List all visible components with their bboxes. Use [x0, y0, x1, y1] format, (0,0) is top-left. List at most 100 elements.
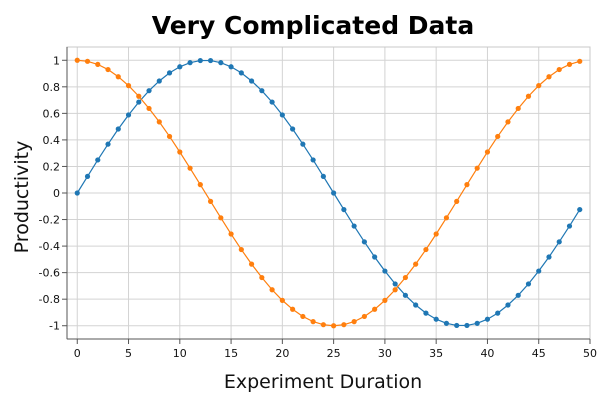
- series-2-point: [279, 297, 285, 303]
- y-tick-label: 0.6: [43, 107, 61, 120]
- series-2-point: [351, 319, 357, 325]
- series-1-point: [187, 60, 193, 66]
- series-1-point: [495, 310, 501, 316]
- series-1-point: [454, 322, 460, 329]
- x-tick-label: 15: [224, 347, 238, 360]
- x-tick-label: 10: [173, 347, 187, 360]
- series-2-point: [84, 58, 91, 64]
- x-tick-label: 0: [74, 347, 81, 360]
- x-tick-label: 50: [583, 347, 597, 360]
- y-tick-label: -0.8: [39, 293, 60, 306]
- y-tick-label: 1: [53, 54, 60, 67]
- series-2-point: [546, 74, 552, 80]
- series-2-point: [248, 261, 255, 267]
- series-1-point: [515, 292, 521, 298]
- x-tick-label: 45: [532, 347, 546, 360]
- axes-layer: 0 5 10 15 20 25 30 35 40 45 50 1 0.8 0.6 0.4 0.2 0 -0.2 -0…: [39, 47, 597, 360]
- series-1-point: [115, 126, 121, 132]
- series-2-point: [125, 83, 132, 89]
- series-1-point: [577, 206, 583, 213]
- y-tick-label: 0.4: [43, 134, 61, 147]
- series-2-point: [269, 287, 275, 293]
- series-2-point: [259, 274, 265, 281]
- series-1-point: [423, 310, 429, 316]
- series-1-point: [566, 223, 573, 229]
- series-1-point: [269, 99, 275, 105]
- chart-title: Very Complicated Data: [152, 11, 475, 40]
- series-2-point: [464, 182, 470, 188]
- series-2-point: [300, 313, 306, 320]
- series-2-point: [413, 261, 419, 267]
- series-1-point: [156, 78, 162, 84]
- series-2-point: [218, 215, 224, 221]
- series-2-point: [556, 66, 562, 73]
- series-1-point: [84, 173, 91, 180]
- series-2-point: [515, 105, 521, 112]
- series-2-line: [77, 59, 580, 327]
- series-1-point: [331, 190, 337, 196]
- series-2-point: [433, 231, 439, 237]
- series-1-point: [382, 268, 388, 274]
- series-2-point: [166, 133, 173, 140]
- series-2-point: [95, 61, 101, 67]
- series-1-point: [228, 64, 234, 70]
- series-1-point: [207, 57, 214, 64]
- series-1-point: [238, 70, 244, 76]
- series-1-point: [351, 223, 357, 229]
- series-1-point: [218, 60, 224, 66]
- series-2-point: [115, 74, 121, 80]
- series-2-point: [331, 323, 337, 329]
- series-1-point: [290, 126, 296, 132]
- y-tick-label: 0.2: [43, 160, 61, 173]
- series-2-point: [238, 246, 244, 253]
- series-2-point: [187, 165, 193, 171]
- series-1-point: [443, 320, 450, 326]
- y-tick-label: 0.8: [43, 81, 61, 94]
- series-1-point: [372, 254, 378, 260]
- series-1-point: [536, 268, 542, 274]
- series-2-point: [484, 149, 491, 155]
- series-2-point: [525, 93, 532, 99]
- series-1-point: [300, 141, 306, 147]
- series-2-point: [146, 105, 152, 112]
- x-tick-label: 30: [378, 347, 392, 360]
- series-2-point: [392, 287, 398, 293]
- series-1-point: [279, 112, 285, 118]
- series-2-point: [474, 165, 480, 171]
- series-1-point: [556, 239, 562, 245]
- series-2-point: [320, 322, 326, 328]
- series-1-point: [166, 70, 173, 76]
- series-2-point: [105, 66, 111, 73]
- series-1-point: [259, 88, 265, 94]
- y-tick-label: -0.6: [39, 267, 60, 280]
- x-tick-label: 20: [275, 347, 289, 360]
- series-1-point: [74, 190, 80, 196]
- series-2-point: [207, 198, 214, 204]
- series-1-point: [177, 64, 183, 70]
- series-1-point: [136, 99, 142, 105]
- series-1-point: [310, 157, 316, 163]
- series-1-point: [484, 316, 491, 322]
- y-tick-label: -1: [49, 320, 60, 333]
- series-layer: [74, 57, 583, 329]
- x-tick-label: 35: [429, 347, 443, 360]
- series-1-point: [105, 141, 111, 147]
- x-axis-label: Experiment Duration: [224, 371, 422, 393]
- x-tick-label: 25: [327, 347, 341, 360]
- x-tick-label: 40: [480, 347, 494, 360]
- series-1-point: [546, 254, 552, 260]
- series-1-point: [320, 173, 326, 180]
- series-2-point: [382, 297, 388, 303]
- series-1-point: [505, 302, 511, 308]
- series-2-point: [177, 149, 183, 155]
- series-1-point: [413, 302, 419, 308]
- series-1-point: [341, 206, 347, 213]
- series-2-point: [156, 119, 162, 125]
- series-1-point: [361, 239, 367, 245]
- series-2-point: [372, 306, 378, 312]
- y-tick-label: -0.2: [39, 214, 60, 227]
- series-2-point: [536, 83, 542, 89]
- series-2-point: [74, 57, 80, 63]
